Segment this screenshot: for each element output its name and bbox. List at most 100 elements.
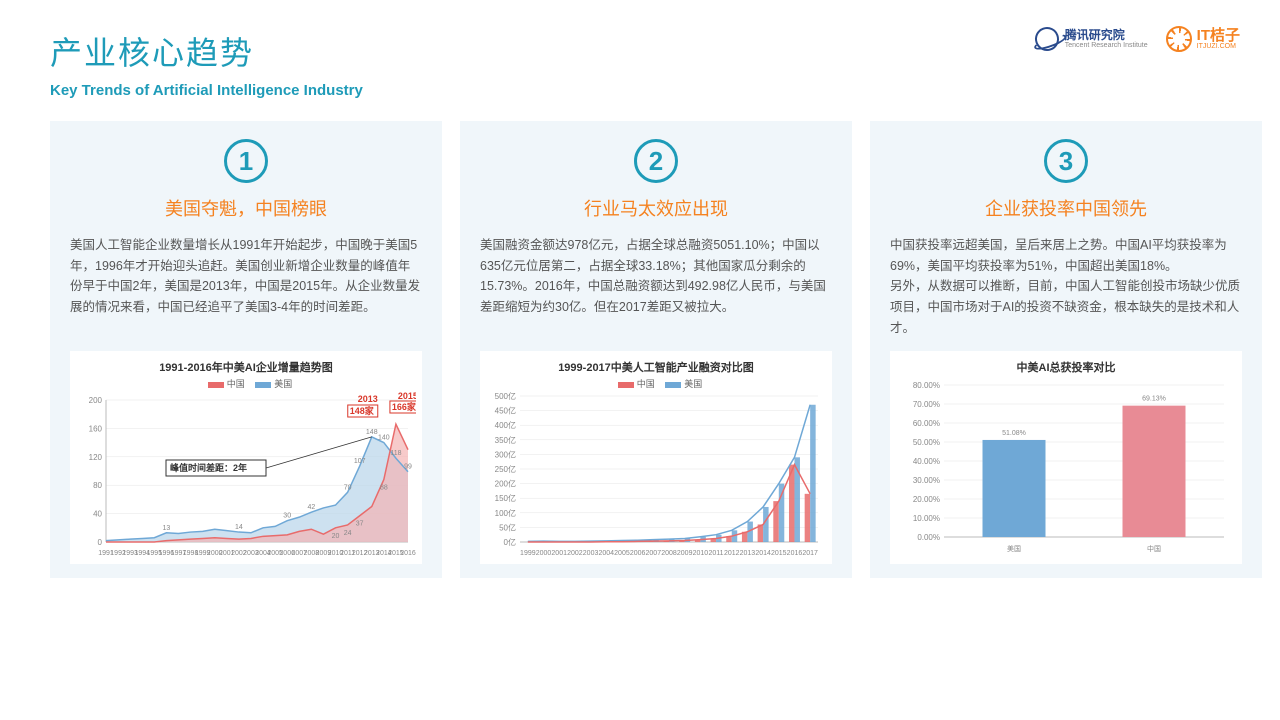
card-2-body: 美国融资金额达978亿元，占据全球总融资5051.10%；中国以635亿元位居第…	[480, 235, 832, 341]
svg-text:70.00%: 70.00%	[913, 400, 940, 409]
svg-text:10.00%: 10.00%	[913, 514, 940, 523]
tencent-logo: 腾讯研究院 Tencent Research Institute	[1035, 27, 1148, 51]
svg-text:148: 148	[366, 429, 378, 436]
svg-text:50亿: 50亿	[499, 522, 516, 532]
header: 产业核心趋势 Key Trends of Artificial Intellig…	[0, 0, 1280, 107]
svg-text:30.00%: 30.00%	[913, 476, 940, 485]
svg-text:2013: 2013	[740, 550, 756, 557]
svg-text:100亿: 100亿	[495, 508, 516, 518]
svg-text:350亿: 350亿	[495, 435, 516, 445]
svg-text:2012: 2012	[724, 550, 740, 557]
svg-text:2015: 2015	[398, 391, 416, 401]
svg-text:80: 80	[93, 481, 102, 490]
chart-1-legend: 中国 美国	[76, 377, 416, 390]
svg-text:37: 37	[356, 521, 364, 528]
svg-text:50.00%: 50.00%	[913, 438, 940, 447]
svg-text:42: 42	[307, 504, 315, 511]
card-2-title: 行业马太效应出现	[480, 195, 832, 221]
svg-text:40.00%: 40.00%	[913, 457, 940, 466]
tencent-logo-text: 腾讯研究院	[1065, 29, 1148, 42]
svg-text:99: 99	[404, 464, 412, 471]
chart-2-title: 1999-2017中美人工智能产业融资对比图	[486, 359, 826, 375]
svg-text:2016: 2016	[787, 550, 803, 557]
svg-text:40: 40	[93, 510, 102, 519]
svg-text:0.00%: 0.00%	[917, 533, 940, 542]
svg-text:13: 13	[163, 525, 171, 532]
svg-text:2007: 2007	[646, 550, 662, 557]
svg-text:2014: 2014	[755, 550, 771, 557]
svg-text:20.00%: 20.00%	[913, 495, 940, 504]
chart-2: 1999-2017中美人工智能产业融资对比图 中国 美国 0亿50亿100亿15…	[480, 351, 832, 564]
svg-text:24: 24	[344, 530, 352, 537]
card-1-number: 1	[224, 139, 268, 183]
legend-swatch-us2	[665, 382, 681, 388]
svg-text:中国: 中国	[1147, 544, 1161, 553]
svg-text:160: 160	[89, 424, 103, 433]
svg-text:2008: 2008	[661, 550, 677, 557]
svg-text:2002: 2002	[567, 550, 583, 557]
chart-1-svg: 0408012016020013143042701071481401189920…	[76, 390, 416, 560]
card-3-body: 中国获投率远超美国，呈后来居上之势。中国AI平均获投率为69%，美国平均获投率为…	[890, 235, 1242, 341]
svg-text:60.00%: 60.00%	[913, 419, 940, 428]
svg-text:450亿: 450亿	[495, 406, 516, 416]
svg-text:70: 70	[344, 484, 352, 491]
card-2: 2 行业马太效应出现 美国融资金额达978亿元，占据全球总融资5051.10%；…	[460, 121, 852, 578]
tencent-logo-sub: Tencent Research Institute	[1065, 42, 1148, 49]
card-1: 1 美国夺魁，中国榜眼 美国人工智能企业数量增长从1991年开始起步，中国晚于美…	[50, 121, 442, 578]
orange-icon	[1166, 26, 1192, 52]
chart-3-title: 中美AI总获投率对比	[896, 359, 1236, 375]
svg-text:200亿: 200亿	[495, 479, 516, 489]
svg-text:0亿: 0亿	[504, 537, 516, 547]
svg-text:2003: 2003	[583, 550, 599, 557]
svg-text:120: 120	[89, 453, 103, 462]
card-1-title: 美国夺魁，中国榜眼	[70, 195, 422, 221]
itjuzi-logo-sub: ITJUZI.COM	[1197, 43, 1240, 50]
chart-1: 1991-2016年中美AI企业增量趋势图 中国 美国 0 40 80 120 160 2…	[70, 351, 422, 564]
svg-text:69.13%: 69.13%	[1142, 396, 1166, 403]
svg-text:2006: 2006	[630, 550, 646, 557]
svg-text:2013: 2013	[358, 394, 378, 404]
chart-3: 中美AI总获投率对比 0.00% 10.00% 20.00% 30.00% 40.00%…	[890, 351, 1242, 564]
chart-2-svg: 0亿 50亿 100亿 150亿 200亿 250亿 300亿 350亿 400亿 450亿 500…	[486, 390, 826, 560]
svg-text:2017: 2017	[802, 550, 818, 557]
svg-text:400亿: 400亿	[495, 420, 516, 430]
svg-text:88: 88	[380, 485, 388, 492]
svg-text:166家: 166家	[392, 401, 416, 412]
svg-text:2016: 2016	[400, 550, 416, 557]
svg-text:2005: 2005	[614, 550, 630, 557]
svg-text:美国: 美国	[1007, 544, 1021, 553]
card-1-body: 美国人工智能企业数量增长从1991年开始起步，中国晚于美国5年，1996年才开始…	[70, 235, 422, 341]
svg-text:2009: 2009	[677, 550, 693, 557]
chart-3-svg: 0.00% 10.00% 20.00% 30.00% 40.00% 50.00% 60.00…	[896, 375, 1236, 557]
svg-text:250亿: 250亿	[495, 464, 516, 474]
svg-text:200: 200	[89, 396, 103, 405]
page-title-en: Key Trends of Artificial Intelligence In…	[50, 82, 1230, 99]
svg-text:2001: 2001	[551, 550, 567, 557]
svg-text:峰值时间差距：2年: 峰值时间差距：2年	[170, 462, 247, 473]
chart-1-title: 1991-2016年中美AI企业增量趋势图	[76, 359, 416, 375]
svg-text:51.08%: 51.08%	[1002, 430, 1026, 437]
legend-swatch-cn2	[618, 382, 634, 388]
svg-text:0: 0	[98, 538, 103, 547]
card-2-number: 2	[634, 139, 678, 183]
svg-text:2004: 2004	[598, 550, 614, 557]
svg-text:20: 20	[332, 533, 340, 540]
svg-text:148家: 148家	[350, 405, 375, 416]
svg-text:2010: 2010	[693, 550, 709, 557]
svg-text:140: 140	[378, 435, 390, 442]
legend-swatch-cn	[208, 382, 224, 388]
card-3-number: 3	[1044, 139, 1088, 183]
svg-text:300亿: 300亿	[495, 449, 516, 459]
svg-text:80.00%: 80.00%	[913, 381, 940, 390]
svg-text:14: 14	[235, 524, 243, 531]
card-3: 3 企业获投率中国领先 中国获投率远超美国，呈后来居上之势。中国AI平均获投率为…	[870, 121, 1262, 578]
logo-bar: 腾讯研究院 Tencent Research Institute IT桔子 IT…	[1035, 26, 1240, 52]
svg-text:2000: 2000	[536, 550, 552, 557]
card-row: 1 美国夺魁，中国榜眼 美国人工智能企业数量增长从1991年开始起步，中国晚于美…	[0, 107, 1280, 578]
card-3-title: 企业获投率中国领先	[890, 195, 1242, 221]
svg-text:1999: 1999	[520, 550, 536, 557]
itjuzi-logo-text: IT桔子	[1197, 28, 1240, 43]
itjuzi-logo: IT桔子 ITJUZI.COM	[1166, 26, 1240, 52]
svg-text:500亿: 500亿	[495, 391, 516, 401]
svg-text:150亿: 150亿	[495, 493, 516, 503]
